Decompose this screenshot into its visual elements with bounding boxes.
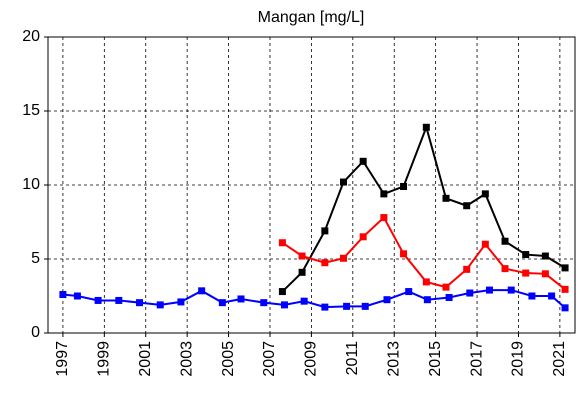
marker bbox=[400, 182, 408, 190]
y-tick-label: 0 bbox=[31, 324, 40, 341]
x-tick-label: 2011 bbox=[344, 341, 361, 376]
marker bbox=[466, 289, 474, 297]
marker bbox=[383, 296, 391, 304]
marker bbox=[501, 265, 509, 273]
marker bbox=[298, 252, 306, 260]
marker bbox=[463, 202, 471, 210]
marker bbox=[548, 292, 556, 300]
marker bbox=[501, 237, 509, 245]
marker bbox=[423, 296, 431, 304]
marker bbox=[218, 299, 226, 307]
marker bbox=[481, 240, 489, 248]
x-tick-label: 2015 bbox=[427, 341, 444, 377]
marker bbox=[380, 190, 388, 198]
marker bbox=[522, 251, 530, 259]
marker bbox=[343, 302, 351, 310]
marker bbox=[361, 302, 369, 310]
marker bbox=[561, 304, 569, 312]
x-tick-label: 1999 bbox=[96, 341, 113, 377]
x-tick-label: 2017 bbox=[468, 341, 485, 377]
marker bbox=[136, 299, 144, 307]
marker bbox=[541, 270, 549, 278]
marker bbox=[522, 269, 530, 277]
marker bbox=[463, 265, 471, 273]
plot-frame bbox=[47, 36, 576, 334]
x-tick-label: 1997 bbox=[54, 341, 71, 377]
marker bbox=[561, 264, 569, 272]
marker bbox=[422, 123, 430, 131]
marker bbox=[198, 287, 206, 295]
marker bbox=[321, 259, 329, 267]
marker bbox=[359, 233, 367, 241]
marker bbox=[260, 299, 268, 307]
marker bbox=[481, 190, 489, 198]
y-tick-label: 5 bbox=[31, 250, 40, 267]
marker bbox=[485, 286, 493, 294]
marker bbox=[177, 298, 185, 306]
marker bbox=[405, 288, 413, 296]
marker bbox=[561, 285, 569, 293]
y-tick-label: 15 bbox=[22, 102, 40, 119]
y-tick-label: 20 bbox=[22, 28, 40, 45]
marker bbox=[94, 296, 102, 304]
marker bbox=[339, 178, 347, 186]
marker bbox=[321, 227, 329, 235]
x-tick-label: 2009 bbox=[303, 341, 320, 377]
chart-title: Mangan [mg/L] bbox=[258, 9, 365, 26]
marker bbox=[321, 303, 329, 311]
y-tick-label: 10 bbox=[22, 176, 40, 193]
x-tick-label: 2019 bbox=[510, 341, 527, 377]
marker bbox=[237, 295, 245, 303]
marker bbox=[528, 292, 536, 300]
x-tick-label: 2007 bbox=[261, 341, 278, 377]
marker bbox=[339, 254, 347, 262]
marker bbox=[73, 292, 81, 300]
marker bbox=[541, 252, 549, 260]
marker bbox=[280, 301, 288, 309]
x-tick-label: 2001 bbox=[137, 341, 154, 377]
marker bbox=[115, 296, 123, 304]
marker bbox=[400, 250, 408, 258]
marker bbox=[59, 291, 67, 299]
marker bbox=[278, 288, 286, 296]
x-tick-label: 2021 bbox=[551, 341, 568, 377]
marker bbox=[507, 286, 515, 294]
marker bbox=[422, 278, 430, 286]
x-tick-label: 2003 bbox=[178, 341, 195, 377]
marker bbox=[278, 239, 286, 247]
marker bbox=[298, 268, 306, 276]
marker bbox=[359, 157, 367, 165]
marker bbox=[445, 293, 453, 301]
x-tick-label: 2005 bbox=[220, 341, 237, 377]
marker bbox=[442, 194, 450, 202]
x-tick-label: 2013 bbox=[385, 341, 402, 377]
series-line bbox=[281, 124, 566, 293]
marker bbox=[156, 301, 164, 309]
marker bbox=[380, 214, 388, 222]
marker bbox=[442, 283, 450, 291]
marker bbox=[300, 297, 308, 305]
